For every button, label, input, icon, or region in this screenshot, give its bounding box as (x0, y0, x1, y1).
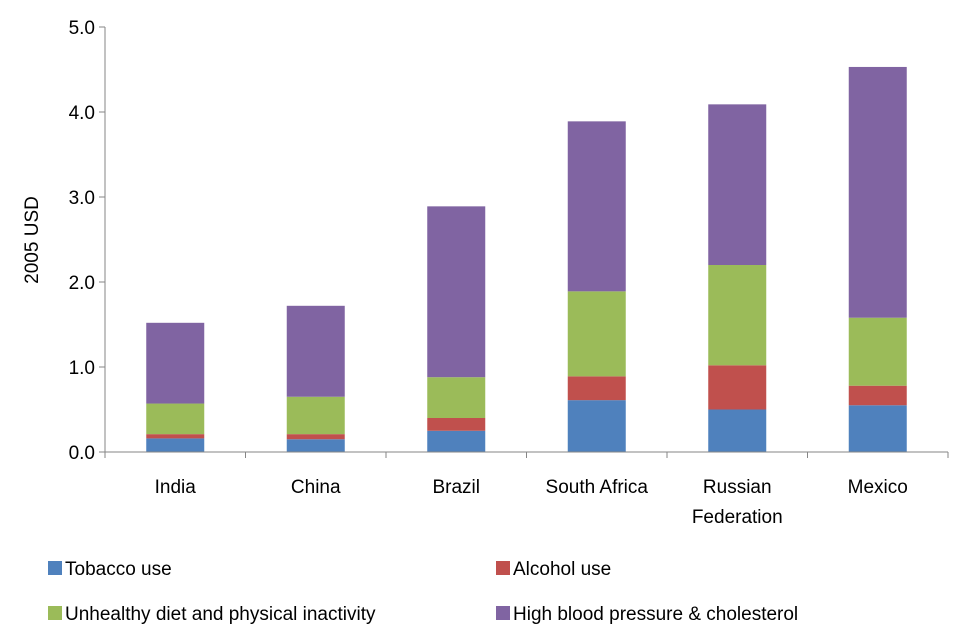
y-tick-label: 0.0 (69, 443, 95, 464)
bar-segment (848, 405, 907, 452)
bar-segment (286, 396, 345, 435)
x-tick-label: India (155, 477, 197, 498)
bar-segment (146, 438, 205, 452)
legend-swatch (496, 606, 510, 620)
bar-segment (567, 291, 626, 377)
bar-segment (146, 434, 205, 439)
bar-segment (708, 104, 767, 265)
y-tick-label: 1.0 (69, 358, 95, 379)
bar-segment (146, 322, 205, 404)
y-tick-label: 5.0 (69, 18, 95, 39)
legend-item: Alcohol use (496, 559, 611, 580)
bar-segment (708, 409, 767, 452)
bar-segment (708, 265, 767, 366)
bar-segment (427, 418, 486, 431)
bar-segment (567, 400, 626, 452)
bar-segment (286, 439, 345, 452)
bar-segment (567, 121, 626, 292)
bar-segment (848, 317, 907, 386)
x-tick-label: Brazil (432, 477, 480, 498)
legend-item: Tobacco use (48, 559, 172, 580)
bar-segment (848, 385, 907, 406)
bar-segment (286, 434, 345, 440)
legend-swatch (48, 561, 62, 575)
y-tick-label: 4.0 (69, 103, 95, 124)
legend-item: Unhealthy diet and physical inactivity (48, 604, 376, 625)
x-tick-label: Russian Federation (692, 477, 783, 528)
bar-segment (427, 206, 486, 378)
bar-segment (427, 430, 486, 452)
legend-label: Alcohol use (513, 559, 611, 580)
x-tick-label: Mexico (848, 477, 908, 498)
legend-label: Tobacco use (65, 559, 172, 580)
plot-area: 0.0 1.0 2.0 3.0 4.0 5.0 India China Brazil South … (69, 18, 949, 528)
legend-swatch (48, 606, 62, 620)
y-axis-title: 2005 USD (22, 196, 43, 284)
legend-item: High blood pressure & cholesterol (496, 604, 798, 625)
legend-swatch (496, 561, 510, 575)
y-tick-label: 3.0 (69, 188, 95, 209)
bar-segment (286, 305, 345, 397)
y-tick-label: 2.0 (69, 273, 95, 294)
bar-segment (708, 365, 767, 410)
bar-segment (567, 376, 626, 401)
x-tick-label: South Africa (546, 477, 649, 498)
x-tick-label: China (291, 477, 341, 498)
bar-segment (146, 403, 205, 435)
legend-label: High blood pressure & cholesterol (513, 604, 798, 625)
legend-label: Unhealthy diet and physical inactivity (65, 604, 376, 625)
legend: Tobacco use Alcohol use Unhealthy diet and… (48, 559, 798, 625)
bar-segment (427, 377, 486, 418)
bar-segment (848, 66, 907, 318)
